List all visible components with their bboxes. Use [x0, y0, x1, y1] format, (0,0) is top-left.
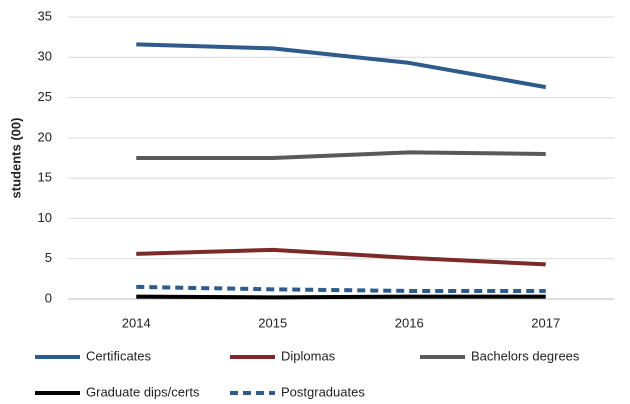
x-tick-label: 2015	[258, 315, 287, 330]
series-line	[136, 150, 546, 160]
series-line	[136, 294, 546, 300]
legend-label: Certificates	[86, 348, 152, 363]
x-tick-label: 2014	[122, 315, 151, 330]
series-line	[136, 247, 546, 267]
y-axis-label: students (00)	[8, 118, 23, 199]
y-tick-label: 5	[45, 250, 52, 265]
y-tick-label: 10	[38, 210, 52, 225]
x-tick-label: 2016	[395, 315, 424, 330]
y-tick-label: 0	[45, 290, 52, 305]
legend-label: Graduate dips/certs	[86, 384, 200, 399]
y-tick-label: 30	[38, 49, 52, 64]
legend-label: Bachelors degrees	[471, 348, 580, 363]
y-tick-label: 15	[38, 170, 52, 185]
series-line	[136, 284, 546, 293]
legend-label: Postgraduates	[281, 384, 365, 399]
y-tick-label: 20	[38, 129, 52, 144]
series-line	[136, 42, 547, 90]
legend-label: Diplomas	[281, 348, 336, 363]
y-tick-label: 25	[38, 89, 52, 104]
y-tick-label: 35	[38, 8, 52, 23]
x-tick-label: 2017	[531, 315, 560, 330]
